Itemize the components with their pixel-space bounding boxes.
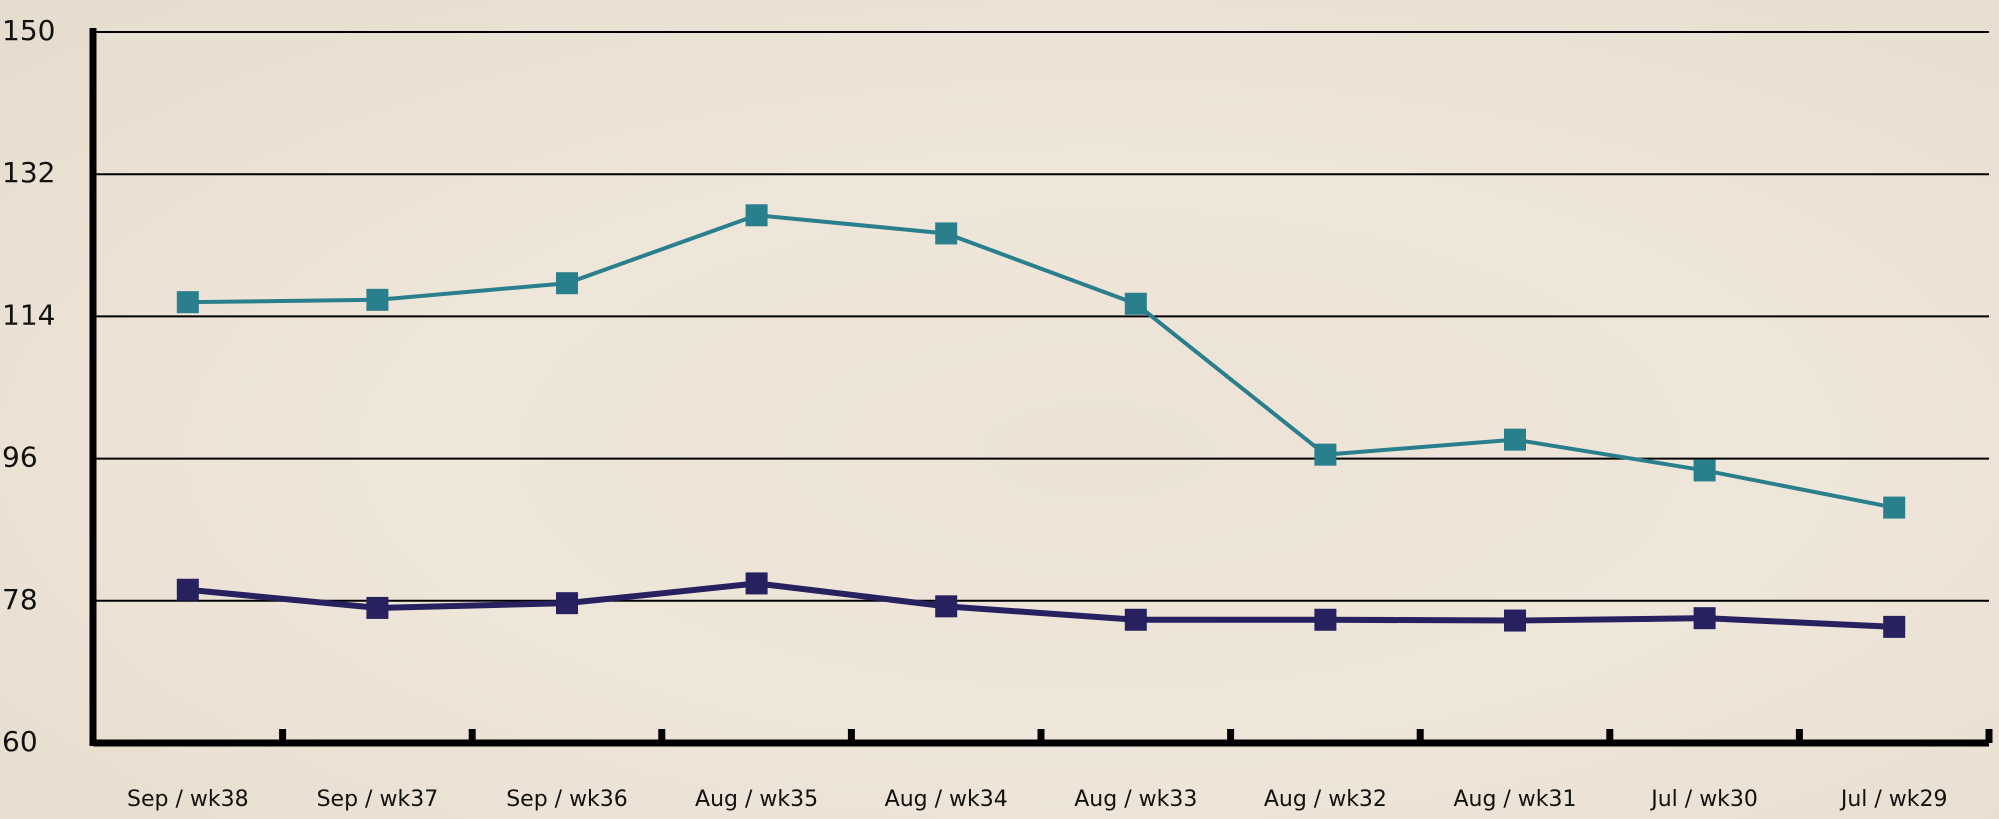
point-marker [1504, 609, 1526, 632]
point-marker [745, 572, 768, 595]
point-marker [1314, 608, 1337, 631]
point-marker [745, 204, 768, 227]
x-tick-label: Jul / wk29 [1839, 787, 1948, 812]
y-tick-label: 78 [2, 583, 38, 616]
point-marker [1693, 459, 1716, 482]
series-line [187, 213, 1895, 510]
point-marker [176, 291, 199, 314]
point-marker [366, 596, 389, 619]
point-marker [1504, 428, 1526, 451]
x-tick-label: Aug / wk32 [1264, 787, 1387, 812]
point-marker [1693, 607, 1716, 630]
point-marker [1124, 292, 1147, 315]
x-tick-label: Sep / wk36 [506, 787, 628, 812]
x-tick-label: Sep / wk37 [317, 787, 439, 812]
point-marker [1314, 443, 1337, 466]
y-tick-label: 132 [2, 156, 55, 189]
point-marker [1883, 615, 1906, 638]
point-marker [556, 272, 578, 295]
x-tick-label: Aug / wk31 [1453, 787, 1576, 812]
point-marker [366, 288, 389, 311]
x-tick-label: Sep / wk38 [127, 787, 249, 812]
series-line [187, 580, 1895, 630]
x-tick-label: Aug / wk34 [885, 787, 1008, 812]
y-tick-label: 96 [2, 441, 38, 474]
point-marker [935, 595, 958, 618]
y-tick-label: 150 [2, 14, 55, 47]
y-tick-label: 114 [2, 298, 55, 331]
point-marker [176, 578, 199, 601]
point-marker [1883, 496, 1906, 519]
point-marker [1124, 608, 1147, 631]
x-tick-label: Aug / wk33 [1074, 787, 1197, 812]
y-tick-label: 60 [2, 725, 38, 758]
x-tick-label: Aug / wk35 [695, 787, 818, 812]
point-marker [935, 222, 958, 245]
point-marker [556, 592, 578, 615]
x-tick-label: Jul / wk30 [1649, 787, 1758, 812]
